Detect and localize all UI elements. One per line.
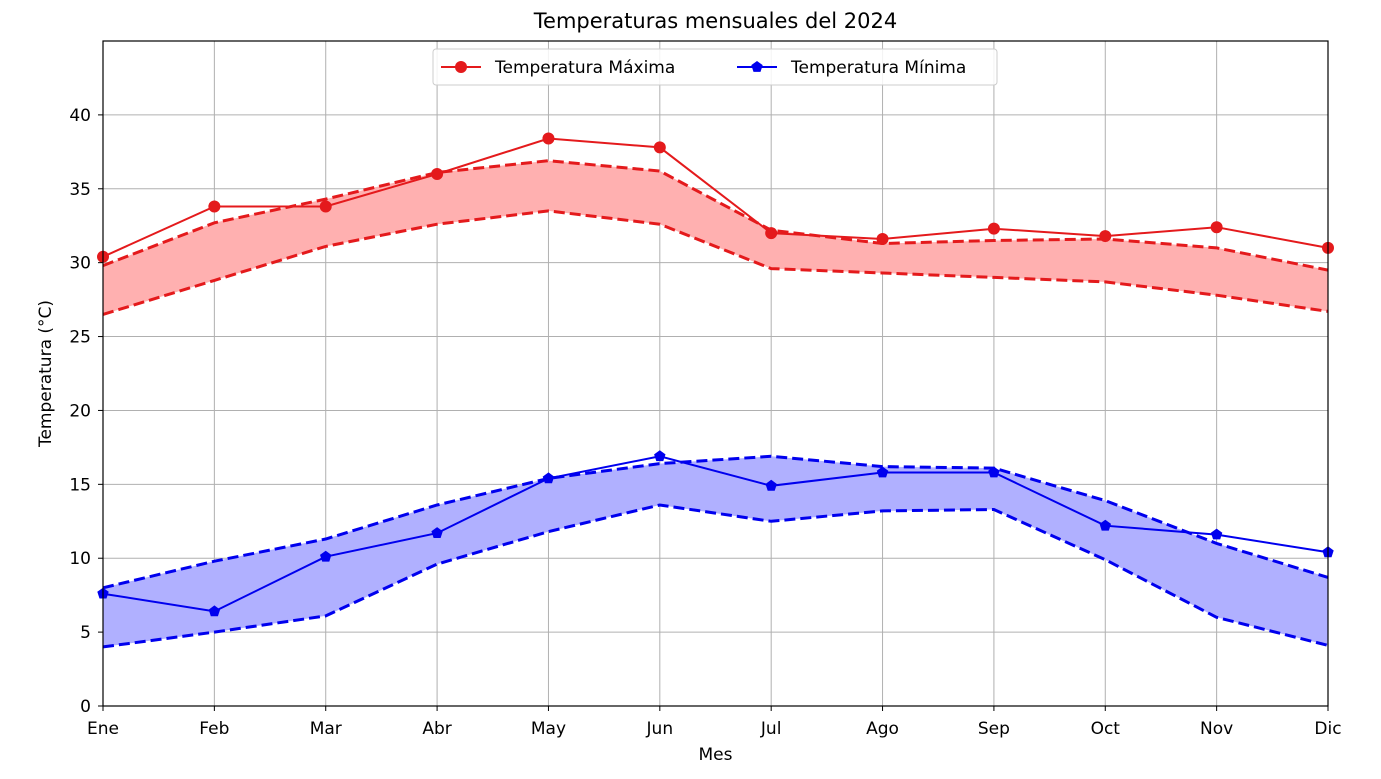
y-tick-label: 30 xyxy=(69,254,91,274)
y-tick-label: 25 xyxy=(69,328,91,348)
legend-label-max: Temperatura Máxima xyxy=(494,58,675,78)
data-point-max xyxy=(653,141,666,154)
band-lower-line-min xyxy=(102,503,1329,649)
data-point-min xyxy=(654,450,666,462)
y-tick-label: 5 xyxy=(80,623,91,643)
data-point-min xyxy=(876,466,889,478)
legend-label-min: Temperatura Mínima xyxy=(790,58,966,78)
x-tick-label: Abr xyxy=(422,719,451,739)
data-point-min xyxy=(431,527,443,538)
data-point-max xyxy=(1210,221,1223,234)
x-tick-label: Jun xyxy=(646,719,674,739)
y-tick-label: 10 xyxy=(69,549,91,569)
legend: Temperatura Máxima Temperatura Mínima xyxy=(432,48,998,86)
plot-frame xyxy=(102,40,1329,707)
x-tick-label: May xyxy=(531,719,566,739)
band-fill-max xyxy=(103,160,1328,315)
band-upper-line-max xyxy=(102,159,1329,272)
data-point-max xyxy=(431,168,444,180)
data-point-min xyxy=(208,605,221,617)
x-tick-label: Mar xyxy=(310,719,342,739)
data-point-max xyxy=(1099,230,1112,243)
series-line-max xyxy=(102,137,1329,258)
band-fills xyxy=(103,160,1328,647)
x-tick-label: Ago xyxy=(866,719,899,739)
data-point-max xyxy=(208,200,221,213)
data-point-max xyxy=(319,200,332,213)
data-point-min xyxy=(765,479,777,491)
band-fill-min xyxy=(103,456,1328,647)
x-tick-label: Oct xyxy=(1091,719,1121,739)
data-point-max xyxy=(876,233,889,246)
data-point-max xyxy=(765,227,778,240)
y-tick-label: 35 xyxy=(69,180,91,200)
data-point-max xyxy=(987,222,1000,235)
y-tick-label: 20 xyxy=(69,401,91,421)
x-tick-label: Feb xyxy=(199,719,229,739)
legend-marker-max xyxy=(455,61,467,73)
x-tick-label: Ene xyxy=(87,719,119,739)
data-point-min xyxy=(988,466,1000,478)
series-line-min xyxy=(102,455,1329,613)
data-point-min xyxy=(1210,528,1223,540)
x-tick-label: Jul xyxy=(760,719,782,739)
series-lines xyxy=(102,137,1329,649)
y-axis-title: Temperatura (°C) xyxy=(36,300,56,448)
chart-title: Temperaturas mensuales del 2024 xyxy=(533,9,897,33)
series-markers xyxy=(97,132,1334,617)
band-upper-line-min xyxy=(102,454,1329,590)
data-point-min xyxy=(542,472,555,484)
y-tick-label: 15 xyxy=(69,475,91,495)
y-tick-label: 40 xyxy=(69,106,91,126)
x-axis-title: Mes xyxy=(699,745,733,765)
x-tick-label: Nov xyxy=(1200,719,1233,739)
x-tick-label: Sep xyxy=(978,719,1010,739)
data-point-max xyxy=(542,132,555,145)
x-tick-label: Dic xyxy=(1314,719,1341,739)
y-tick-label: 0 xyxy=(80,697,91,717)
legend-box xyxy=(432,48,998,86)
axis-ticks: Ene Feb Mar Abr May Jun Jul Ago Sep Oct Nov Dic 0 5 10… xyxy=(69,106,1341,739)
data-point-min xyxy=(1099,519,1111,531)
band-lower-line-max xyxy=(102,209,1329,316)
legend-marker-min xyxy=(751,61,763,72)
data-point-min xyxy=(320,550,332,562)
